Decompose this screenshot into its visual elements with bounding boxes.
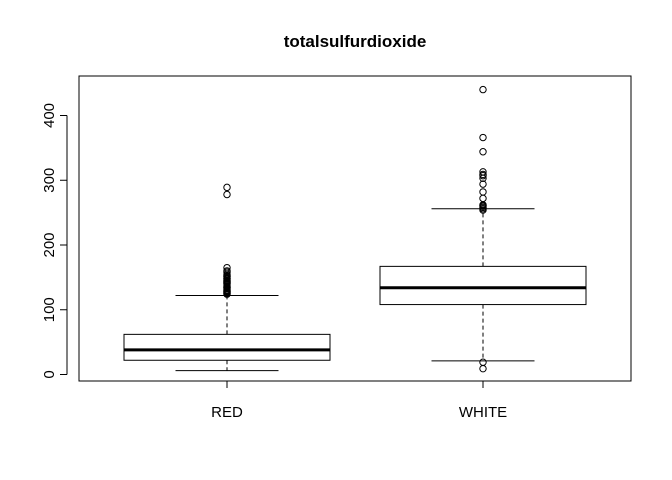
outlier-point (479, 148, 487, 156)
boxplot-series (123, 85, 587, 373)
outlier-point (479, 194, 487, 203)
box-group-red (123, 183, 331, 372)
outlier-point (223, 263, 231, 272)
outlier-point (479, 168, 487, 176)
outlier-point (223, 267, 231, 275)
y-tick-label: 300 (41, 168, 58, 193)
y-tick-label: 400 (41, 103, 58, 128)
y-axis: 0 100 200 300 400 (41, 103, 68, 379)
iqr-box (379, 265, 587, 306)
y-tick-label: 0 (41, 370, 58, 378)
outlier-point (479, 180, 487, 188)
iqr-box (123, 333, 331, 361)
outlier-point (479, 358, 487, 366)
x-category-label: WHITE (459, 404, 507, 421)
chart-title: totalsulfurdioxide (284, 32, 427, 51)
y-tick-label: 100 (41, 297, 58, 322)
outlier-point (223, 183, 231, 192)
outlier-point (479, 133, 487, 142)
outlier-point (223, 190, 231, 199)
outlier-point (479, 364, 487, 373)
plot-frame (78, 75, 632, 382)
y-tick-label: 200 (41, 232, 58, 257)
box-group-white (379, 85, 587, 373)
outlier-point (479, 85, 487, 94)
outlier-point (479, 188, 487, 196)
x-axis-labels: RED WHITE (211, 381, 507, 421)
x-category-label: RED (211, 404, 243, 421)
outlier-point (479, 170, 487, 179)
